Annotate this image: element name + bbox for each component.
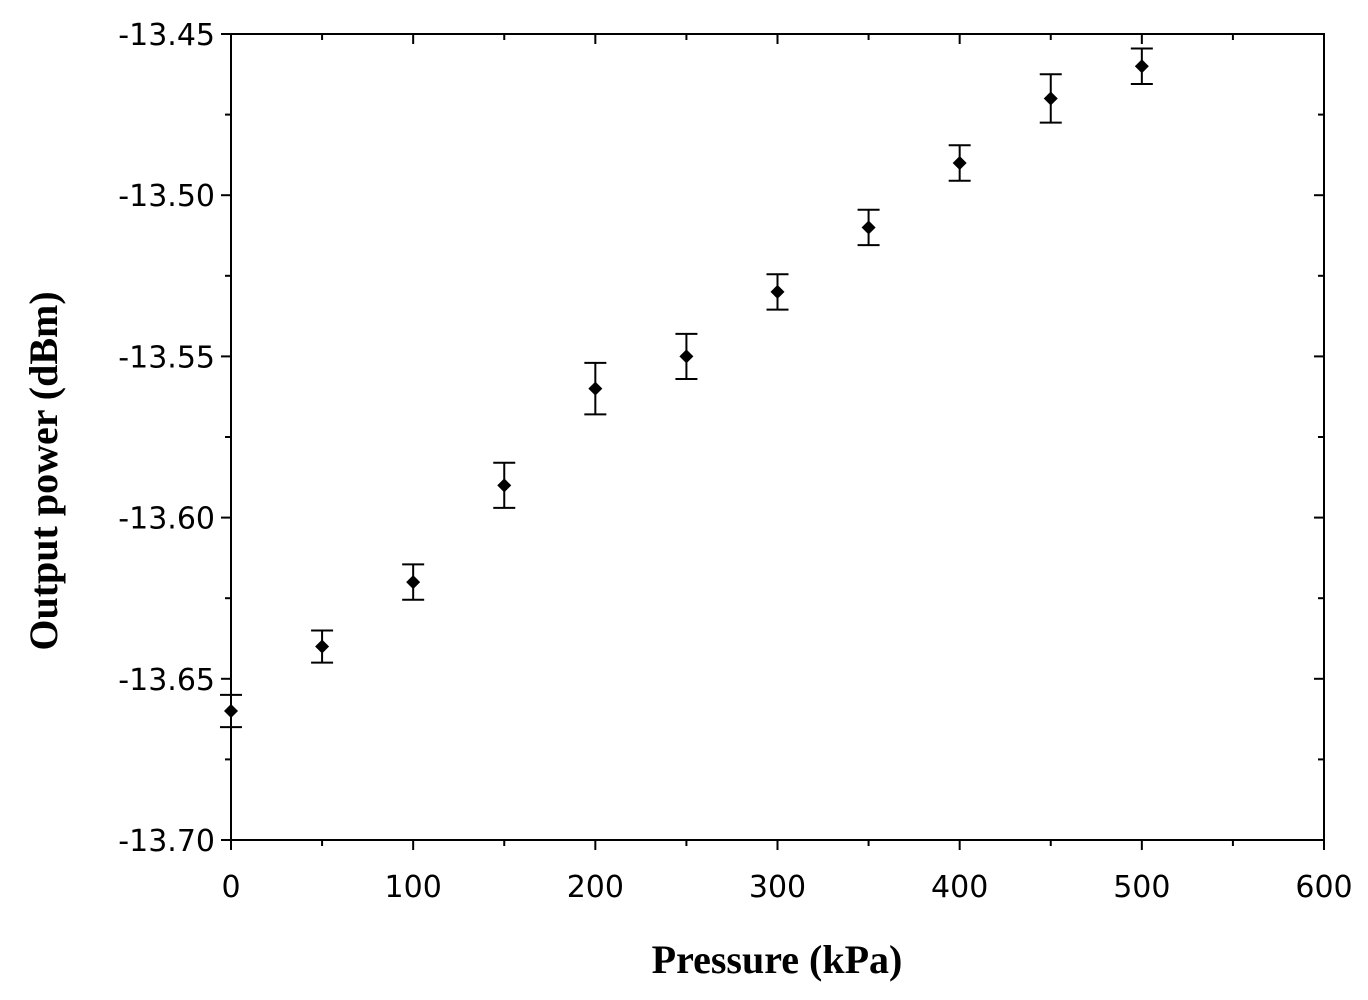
x-tick-label: 500 (1113, 870, 1170, 905)
x-tick-label: 0 (221, 870, 240, 905)
data-point (952, 155, 967, 170)
x-tick-label: 300 (749, 870, 806, 905)
data-point (224, 704, 238, 719)
data-point (770, 284, 785, 299)
data-point (1043, 91, 1058, 106)
data-point (406, 575, 421, 590)
y-tick-label: -13.50 (118, 179, 215, 214)
y-tick-label: -13.60 (118, 502, 215, 537)
data-point (588, 381, 603, 396)
data-point (1134, 59, 1149, 74)
data-point (315, 639, 330, 654)
x-axis-title: Pressure (kPa) (652, 937, 903, 982)
x-tick-label: 600 (1295, 870, 1352, 905)
y-axis-title: Output power (dBm) (21, 291, 66, 650)
y-tick-label: -13.55 (118, 340, 215, 375)
x-tick-label: 200 (567, 870, 624, 905)
y-tick-label: -13.45 (118, 18, 215, 53)
data-point (497, 478, 512, 493)
y-tick-label: -13.65 (118, 663, 215, 698)
x-tick-label: 100 (385, 870, 442, 905)
plot-area-border (230, 33, 1325, 841)
data-point (861, 220, 876, 235)
data-point (679, 349, 694, 364)
y-tick-label: -13.70 (118, 824, 215, 859)
x-tick-label: 400 (931, 870, 988, 905)
